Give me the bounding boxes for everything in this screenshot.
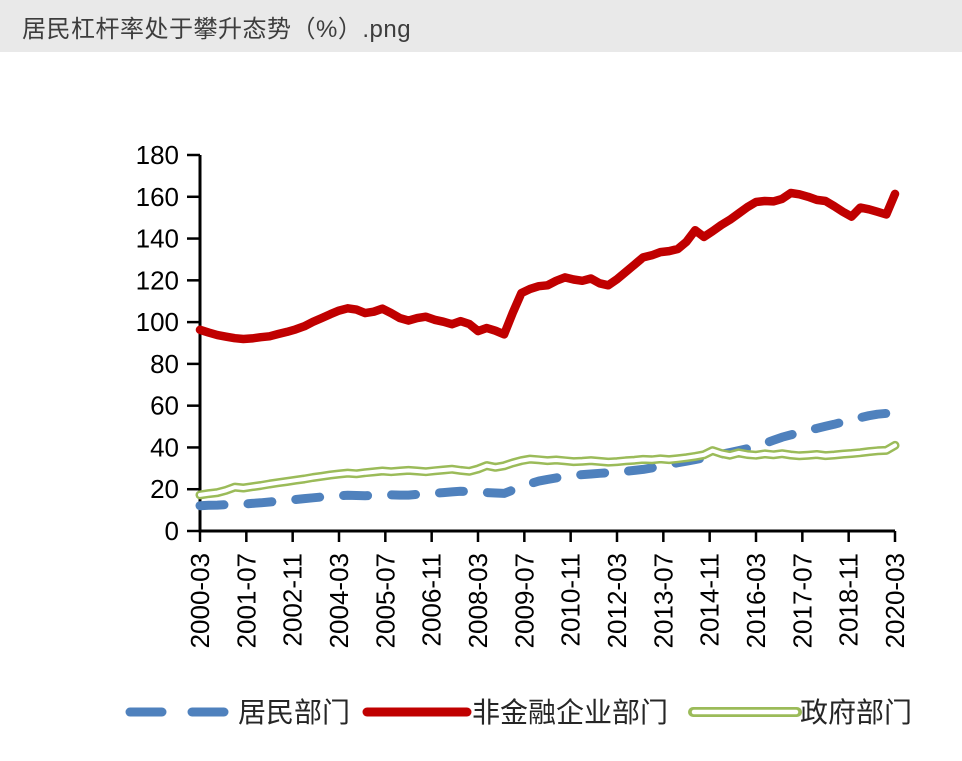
legend-label: 居民部门 [238, 697, 350, 728]
legend: 居民部门 非金融企业部门 政府部门 [125, 697, 912, 728]
window-title-bar: 居民杠杆率处于攀升态势（%）.png [0, 0, 962, 52]
y-axis-label: 180 [136, 140, 179, 170]
x-axis-label: 2014-11 [695, 553, 725, 647]
y-axis-label: 0 [165, 516, 179, 546]
x-axis-label: 2001-07 [231, 553, 261, 648]
x-axis-label: 2012-03 [602, 553, 632, 648]
series-line-core-政府部门 [198, 443, 897, 497]
x-axis-label: 2013-07 [648, 553, 678, 648]
x-axis-label: 2006-11 [417, 553, 447, 647]
legend-item-居民部门: 居民部门 [125, 697, 350, 728]
chart-area: 0 20 40 60 80 100 120 140 160 180 2000-03 2001-07 20… [0, 52, 962, 761]
x-axis-label: 2005-07 [370, 553, 400, 648]
y-axis-label: 80 [150, 349, 179, 379]
y-axis-label: 40 [150, 432, 179, 462]
x-axis-label: 2010-11 [556, 553, 586, 647]
leverage-ratio-chart: 0 20 40 60 80 100 120 140 160 180 2000-03 2001-07 20… [125, 140, 912, 728]
legend-item-政府部门: 政府部门 [688, 697, 912, 728]
x-axis-label: 2004-03 [324, 553, 354, 648]
y-axis-label: 140 [136, 224, 179, 254]
series-line-非金融企业部门 [195, 188, 900, 344]
x-axis-label: 2018-11 [834, 553, 864, 647]
y-axis-label: 100 [136, 307, 179, 337]
x-axis-label: 2009-07 [509, 553, 539, 648]
x-axis-label: 2008-03 [463, 553, 493, 648]
legend-label: 非金融企业部门 [472, 697, 668, 728]
x-axis-label: 2020-03 [880, 553, 910, 648]
file-name: 居民杠杆率处于攀升态势（%）.png [22, 15, 412, 43]
y-axis-label: 120 [136, 265, 179, 295]
legend-item-非金融企业部门: 非金融企业部门 [362, 697, 668, 728]
x-axis-label: 2016-03 [741, 553, 771, 648]
x-axis-label: 2000-03 [185, 553, 215, 648]
y-axis-label: 160 [136, 182, 179, 212]
series-line-政府部门 [195, 440, 900, 500]
y-axis-label: 60 [150, 391, 179, 421]
x-axis-label: 2002-11 [278, 553, 308, 647]
series-line-居民部门 [195, 406, 900, 511]
legend-label: 政府部门 [800, 697, 912, 728]
y-axis-label: 20 [150, 474, 179, 504]
x-axis-label: 2017-07 [787, 553, 817, 648]
